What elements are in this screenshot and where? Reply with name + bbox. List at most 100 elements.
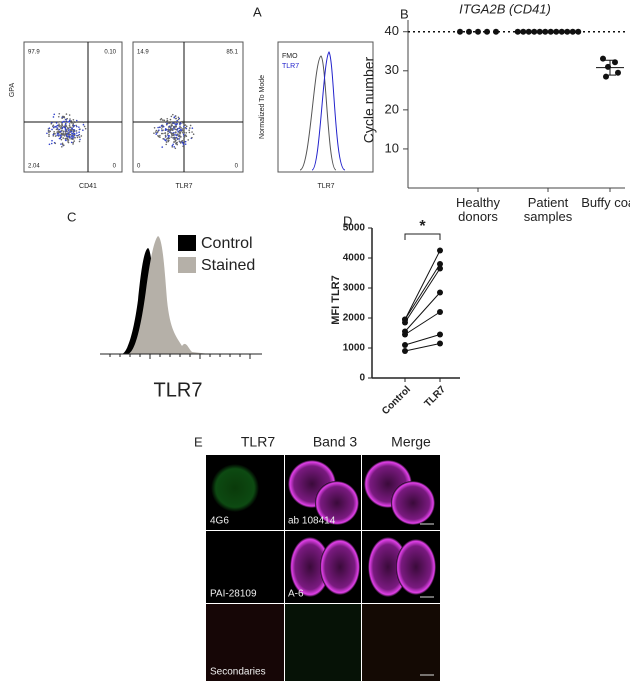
event-dot	[177, 116, 180, 119]
event-dot	[57, 131, 60, 133]
y-tick-label: 30	[385, 62, 399, 77]
event-dot	[157, 126, 159, 129]
event-dot	[182, 129, 184, 132]
image	[362, 604, 440, 681]
legend-swatch	[178, 257, 196, 273]
event-dot	[171, 146, 174, 148]
event-dot	[174, 115, 177, 117]
event-dot	[160, 132, 163, 135]
data-point	[558, 28, 565, 35]
event-dot	[63, 116, 66, 119]
event-dot	[52, 116, 55, 118]
event-dot	[177, 135, 180, 137]
y-tick-label: 40	[385, 23, 399, 38]
cell	[396, 539, 436, 595]
cell	[391, 481, 435, 525]
cell	[211, 464, 259, 512]
data-point	[575, 28, 582, 35]
event-dot	[64, 132, 67, 135]
event-dot	[78, 128, 81, 131]
y-tick-label: 3000	[343, 283, 366, 294]
event-dot	[76, 134, 78, 137]
event-dot	[72, 143, 74, 145]
event-dot	[83, 125, 86, 128]
event-dot	[55, 128, 58, 131]
event-dot	[59, 130, 62, 133]
event-dot	[180, 128, 182, 131]
event-dot	[181, 120, 183, 123]
annotation: *	[419, 218, 426, 235]
event-dot	[178, 140, 181, 142]
event-dot	[176, 122, 179, 125]
event-dot	[183, 125, 185, 128]
event-dot	[65, 129, 68, 132]
event-dot	[75, 119, 78, 122]
event-dot	[58, 112, 61, 115]
event-dot	[185, 125, 188, 128]
event-dot	[61, 142, 64, 145]
event-dot	[159, 134, 161, 137]
y-axis-label: MFI TLR7	[330, 275, 342, 325]
event-dot	[67, 120, 70, 123]
event-dot	[52, 135, 55, 137]
event-dot	[175, 139, 177, 142]
event-dot	[171, 129, 174, 132]
event-dot	[61, 115, 64, 118]
event-dot	[63, 134, 66, 137]
event-dot	[181, 141, 184, 144]
event-dot	[184, 134, 186, 137]
event-dot	[63, 126, 66, 129]
data-point	[603, 73, 609, 80]
event-dot	[162, 129, 164, 131]
event-dot	[55, 126, 57, 128]
event-dot	[62, 126, 64, 128]
event-dot	[51, 139, 53, 142]
pair-line	[404, 334, 441, 346]
plot-frame	[23, 41, 123, 173]
event-dot	[61, 145, 63, 148]
event-dot	[67, 139, 69, 142]
event-dot	[70, 129, 73, 132]
event-dot	[176, 119, 178, 122]
event-dot	[60, 136, 63, 138]
event-dot	[68, 124, 71, 127]
event-dot	[50, 123, 53, 125]
image-label: A-6	[288, 589, 304, 600]
event-dot	[171, 144, 174, 147]
event-dot	[48, 135, 50, 137]
event-dot	[192, 133, 195, 136]
event-dot	[184, 143, 187, 145]
event-dot	[178, 127, 181, 129]
panel-label: C	[67, 209, 76, 224]
data-point	[437, 309, 443, 315]
axis-label: CD41	[79, 183, 97, 190]
data-point	[437, 340, 443, 347]
event-dot	[72, 134, 75, 136]
panel-label: D	[343, 213, 352, 228]
event-dot	[61, 143, 64, 146]
event-dot	[175, 133, 177, 136]
event-dot	[173, 146, 176, 148]
event-dot	[54, 132, 56, 135]
pair-line	[404, 311, 441, 335]
event-dot	[68, 137, 71, 139]
cell	[315, 481, 359, 525]
y-tick-label: 4000	[343, 253, 366, 264]
event-dot	[54, 135, 57, 137]
x-tick-label: Patient samples	[523, 195, 573, 224]
panel-label: B	[400, 6, 409, 21]
event-dot	[165, 128, 168, 131]
event-dot	[167, 121, 169, 124]
data-point	[437, 331, 443, 338]
event-dot	[58, 121, 61, 123]
data-point	[553, 28, 560, 35]
event-dot	[181, 131, 184, 134]
image	[206, 604, 284, 681]
event-dot	[64, 124, 67, 126]
pair-line	[404, 268, 441, 323]
event-dot	[191, 127, 194, 129]
event-dot	[57, 115, 60, 118]
plot-frame	[277, 41, 374, 173]
event-dot	[173, 126, 175, 128]
